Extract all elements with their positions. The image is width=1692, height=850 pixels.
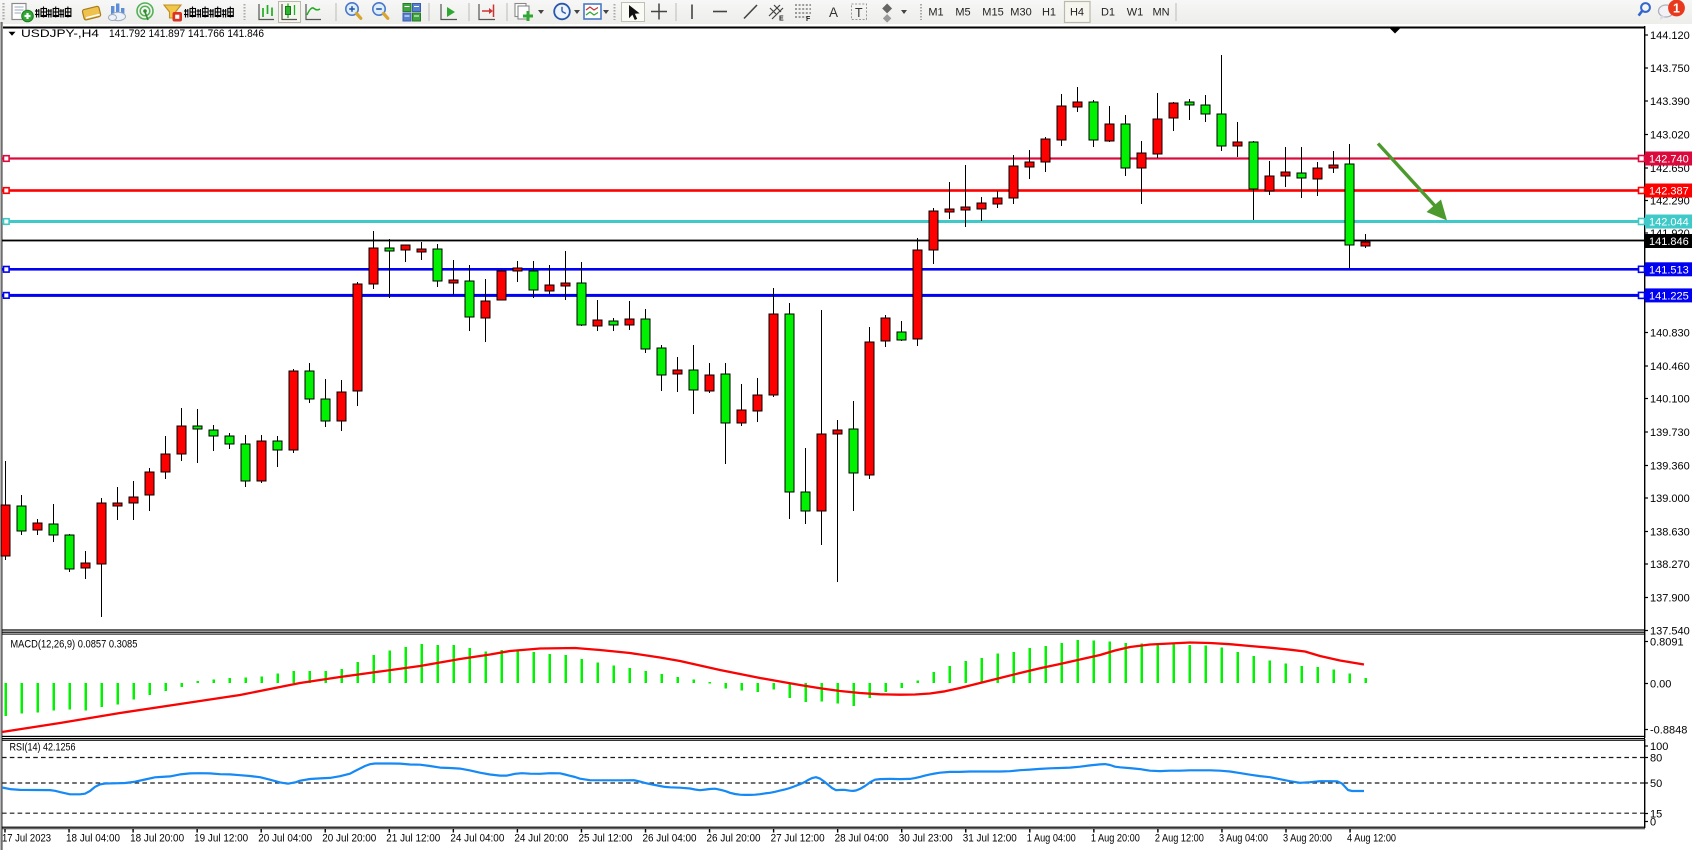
svg-text:142.650: 142.650 [1650, 163, 1690, 175]
svg-text:139.000: 139.000 [1650, 493, 1690, 505]
svg-text:28 Jul 04:00: 28 Jul 04:00 [835, 833, 889, 845]
svg-text:27 Jul 12:00: 27 Jul 12:00 [771, 833, 825, 845]
svg-text:30 Jul 23:00: 30 Jul 23:00 [899, 833, 953, 845]
svg-text:142.044: 142.044 [1649, 217, 1689, 229]
svg-text:141.225: 141.225 [1649, 290, 1689, 302]
svg-text:15: 15 [1650, 809, 1662, 821]
svg-text:141.792 141.897 141.766 141.84: 141.792 141.897 141.766 141.846 [109, 28, 264, 40]
svg-text:139.730: 139.730 [1650, 427, 1690, 439]
svg-text:T: T [855, 6, 863, 20]
svg-text:17 Jul 2023: 17 Jul 2023 [2, 833, 51, 845]
svg-text:MN: MN [1152, 7, 1169, 19]
svg-text:2 Aug 12:00: 2 Aug 12:00 [1155, 833, 1204, 845]
svg-text:50: 50 [1650, 778, 1662, 790]
svg-text:H1: H1 [1042, 7, 1056, 19]
svg-text:20 Jul 20:00: 20 Jul 20:00 [322, 833, 376, 845]
svg-text:137.900: 137.900 [1650, 593, 1690, 605]
svg-text:M5: M5 [955, 7, 970, 19]
svg-text:80: 80 [1650, 753, 1662, 765]
svg-text:21 Jul 12:00: 21 Jul 12:00 [386, 833, 440, 845]
svg-text:1 Aug 04:00: 1 Aug 04:00 [1027, 833, 1076, 845]
svg-text:138.630: 138.630 [1650, 527, 1690, 539]
svg-text:E: E [779, 16, 784, 23]
svg-text:18 Jul 20:00: 18 Jul 20:00 [130, 833, 184, 845]
svg-text:140.100: 140.100 [1650, 394, 1690, 406]
svg-text:W1: W1 [1127, 7, 1144, 19]
svg-text:F: F [806, 16, 811, 23]
svg-text:M30: M30 [1010, 7, 1031, 19]
svg-text:A: A [829, 5, 838, 20]
svg-text:19 Jul 12:00: 19 Jul 12:00 [194, 833, 248, 845]
svg-text:D1: D1 [1101, 7, 1115, 19]
svg-text:3 Aug 20:00: 3 Aug 20:00 [1283, 833, 1332, 845]
svg-text:143.750: 143.750 [1650, 63, 1690, 75]
svg-text:25 Jul 12:00: 25 Jul 12:00 [578, 833, 632, 845]
svg-text:142.387: 142.387 [1649, 186, 1689, 198]
svg-text:143.390: 143.390 [1650, 96, 1690, 108]
svg-text:M15: M15 [982, 7, 1003, 19]
svg-text:18 Jul 04:00: 18 Jul 04:00 [66, 833, 120, 845]
svg-text:1 Aug 20:00: 1 Aug 20:00 [1091, 833, 1140, 845]
svg-text:USDJPY-,H4: USDJPY-,H4 [21, 28, 99, 40]
svg-text:141.846: 141.846 [1649, 236, 1689, 248]
svg-text:26 Jul 20:00: 26 Jul 20:00 [707, 833, 761, 845]
svg-text:1: 1 [1673, 2, 1680, 16]
svg-text:3 Aug 04:00: 3 Aug 04:00 [1219, 833, 1268, 845]
svg-text:24 Jul 04:00: 24 Jul 04:00 [450, 833, 504, 845]
svg-text:0.00: 0.00 [1650, 679, 1671, 691]
svg-text:142.290: 142.290 [1650, 196, 1690, 208]
svg-text:142.740: 142.740 [1649, 154, 1689, 166]
svg-text:26 Jul 04:00: 26 Jul 04:00 [643, 833, 697, 845]
svg-text:140.830: 140.830 [1650, 328, 1690, 340]
svg-text:-0.8848: -0.8848 [1650, 725, 1687, 737]
svg-text:138.270: 138.270 [1650, 559, 1690, 571]
svg-text:M1: M1 [928, 7, 943, 19]
svg-text:RSI(14) 42.1256: RSI(14) 42.1256 [10, 742, 76, 754]
svg-text:100: 100 [1650, 741, 1668, 753]
svg-text:4 Aug 12:00: 4 Aug 12:00 [1347, 833, 1396, 845]
svg-text:139.360: 139.360 [1650, 461, 1690, 473]
svg-text:137.540: 137.540 [1650, 626, 1690, 638]
svg-text:140.460: 140.460 [1650, 361, 1690, 373]
svg-text:0.8091: 0.8091 [1650, 637, 1684, 649]
svg-text:20 Jul 04:00: 20 Jul 04:00 [258, 833, 312, 845]
svg-text:143.020: 143.020 [1650, 130, 1690, 142]
svg-text:144.120: 144.120 [1650, 30, 1690, 42]
svg-text:31 Jul 12:00: 31 Jul 12:00 [963, 833, 1017, 845]
svg-text:MACD(12,26,9) 0.0857 0.3085: MACD(12,26,9) 0.0857 0.3085 [10, 639, 137, 651]
svg-text:0: 0 [1650, 817, 1656, 829]
svg-text:141.513: 141.513 [1649, 264, 1689, 276]
svg-text:H4: H4 [1070, 7, 1084, 19]
svg-text:24 Jul 20:00: 24 Jul 20:00 [514, 833, 568, 845]
